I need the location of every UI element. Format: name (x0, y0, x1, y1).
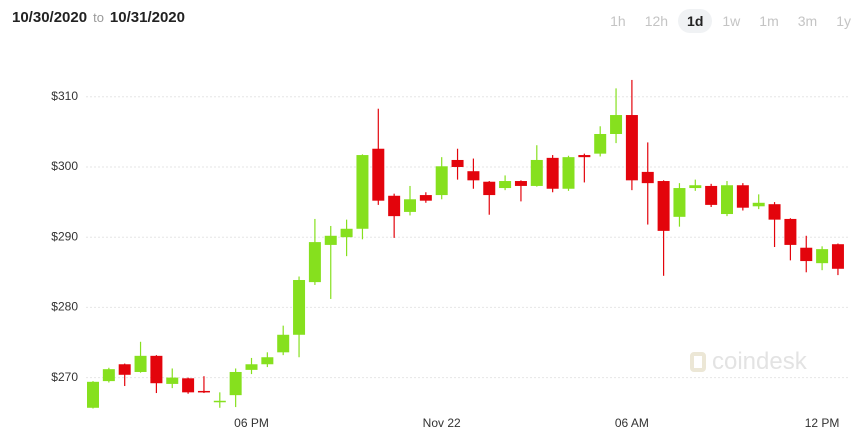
y-tick-label: $280 (51, 300, 78, 314)
candle-body (229, 371, 242, 396)
x-tick-label: Nov 22 (423, 416, 461, 430)
watermark: coindesk (690, 348, 807, 376)
candle-body (578, 155, 591, 158)
candle-body (213, 400, 226, 403)
y-tick-label: $300 (51, 159, 78, 173)
candle-body (610, 115, 623, 134)
candle-body (562, 157, 575, 189)
candle-body (166, 377, 179, 384)
y-tick-label: $290 (51, 229, 78, 243)
candle-body (641, 171, 654, 184)
candle-body (245, 364, 258, 370)
candle-body (404, 199, 416, 212)
candle-body (752, 202, 765, 207)
x-tick-label: 06 AM (615, 416, 649, 430)
candle-body (467, 171, 480, 181)
candle-body (514, 181, 527, 186)
candle-body (594, 133, 607, 154)
candle-body (118, 364, 131, 375)
timeframe-button[interactable]: 1y (836, 13, 851, 29)
date-from: 10/30/2020 (12, 9, 88, 26)
candle-body (530, 159, 543, 186)
date-to: 10/31/2020 (109, 9, 185, 26)
candle-body (499, 181, 512, 189)
candle-body (736, 185, 749, 208)
candle-body (261, 357, 274, 365)
timeframe-button[interactable]: 3m (797, 13, 818, 29)
date-range: 10/30/2020 to 10/31/2020 (12, 9, 185, 26)
candle-body (388, 195, 401, 217)
x-tick-label: 12 PM (805, 416, 840, 430)
timeframe-selector: 1h 12h 1d 1w 1m 3m 1y (600, 9, 860, 33)
candle-body (546, 157, 559, 189)
candle-body (87, 381, 99, 408)
candle-body (182, 378, 195, 393)
candle-body (324, 235, 337, 245)
timeframe-button[interactable]: 1m (759, 13, 779, 29)
y-tick-label: $310 (51, 89, 78, 103)
candle-body (150, 355, 163, 384)
date-to-word: to (93, 10, 104, 25)
candle-body (657, 181, 670, 231)
timeframe-button[interactable]: 1h (610, 13, 626, 29)
candle-body (768, 204, 781, 220)
candle-body (435, 166, 448, 196)
y-tick-label: $270 (51, 370, 78, 384)
candle-body (102, 369, 115, 382)
candle-body (721, 185, 733, 215)
candle-body (800, 247, 813, 262)
candle-body (483, 181, 496, 196)
timeframe-button[interactable]: 12h (644, 13, 669, 29)
candle-body (625, 115, 638, 181)
candle-body (816, 249, 829, 264)
candle-body (673, 188, 686, 217)
candle-body (831, 244, 844, 269)
watermark-text: coindesk (712, 348, 807, 375)
candle-body (134, 355, 147, 372)
candle-body (277, 334, 290, 353)
timeframe-button[interactable]: 1w (722, 13, 741, 29)
watermark-icon (690, 352, 706, 372)
candle-body (340, 228, 353, 238)
candle-body (705, 185, 718, 205)
candle-body (293, 280, 306, 335)
x-tick-label: 06 PM (234, 416, 269, 430)
candle-body (451, 159, 464, 167)
candle-body (308, 242, 321, 283)
candle-body (784, 218, 797, 245)
candle-body (197, 390, 210, 393)
candle-body (356, 155, 369, 229)
candle-body (372, 148, 385, 201)
candle-body (419, 195, 432, 201)
candle-body (689, 185, 702, 189)
timeframe-button[interactable]: 1d (678, 9, 713, 33)
